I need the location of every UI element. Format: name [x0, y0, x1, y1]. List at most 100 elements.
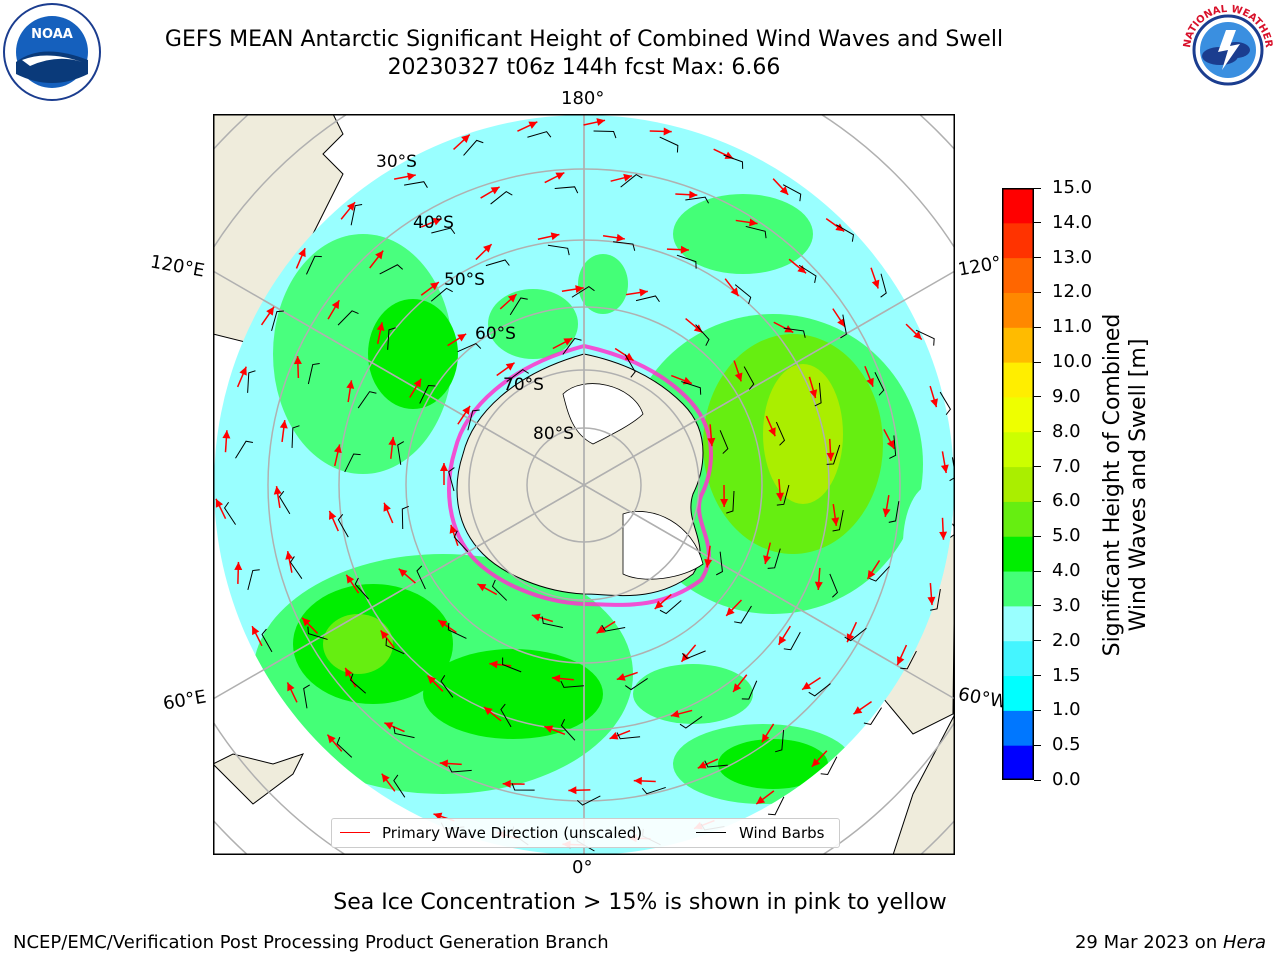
- chart-title: GEFS MEAN Antarctic Significant Height o…: [164, 27, 1004, 52]
- wave-arrowhead: [427, 675, 436, 685]
- wind-barb: [723, 154, 744, 169]
- wave-arrowhead: [544, 725, 554, 734]
- wave-arrowhead: [734, 372, 743, 382]
- wind-barb: [783, 327, 806, 338]
- wave-arrowhead: [882, 508, 891, 517]
- wind-barb: [337, 310, 359, 326]
- colorbar-tick-mark: [1034, 396, 1041, 398]
- wind-barb: [247, 370, 256, 393]
- wind-barb: [743, 366, 755, 390]
- colorbar-tick-mark: [1034, 605, 1041, 607]
- wave-arrowhead: [483, 707, 493, 716]
- wind-barb: [385, 638, 405, 655]
- wave-arrowhead: [279, 420, 288, 429]
- wind-barb: [949, 457, 955, 482]
- wave-arrowhead: [596, 118, 606, 126]
- colorbar-tick-label: 11.0: [1052, 316, 1093, 338]
- wind-barb: [404, 181, 428, 188]
- wave-arrowhead: [939, 531, 948, 540]
- colorbar-tick-mark: [1034, 640, 1041, 642]
- colorbar-title: Significant Height of Combined Wind Wave…: [1100, 314, 1152, 657]
- wave-arrowhead: [831, 517, 840, 526]
- wind-barb: [900, 650, 917, 670]
- wave-arrowhead: [550, 232, 560, 241]
- wind-barb: [387, 327, 396, 350]
- wave-arrowhead: [346, 574, 355, 584]
- wave-arrowhead: [346, 380, 355, 389]
- wind-barb: [814, 382, 822, 407]
- wave-arrowhead: [720, 498, 729, 507]
- colorbar-tick-label: 1.0: [1052, 699, 1081, 721]
- wind-barb: [641, 786, 666, 795]
- wave-arrowhead: [663, 127, 672, 136]
- wind-barb: [350, 673, 367, 694]
- wave-arrowhead: [726, 607, 735, 616]
- wave-arrowhead: [483, 244, 492, 253]
- wave-arrowhead: [413, 378, 422, 388]
- wind-barb: [820, 756, 838, 776]
- wave-arrowhead: [826, 452, 835, 461]
- wind-barb: [767, 548, 781, 569]
- wind-barb: [467, 409, 480, 431]
- wind-barb: [726, 490, 735, 514]
- colorbar-tick-mark: [1034, 257, 1041, 259]
- wind-barb: [500, 703, 512, 728]
- wave-arrowhead: [707, 437, 716, 447]
- wind-barb: [685, 196, 710, 204]
- wind-barb: [344, 453, 361, 473]
- colorbar-segment: [1002, 188, 1034, 224]
- wind-barb: [829, 573, 839, 598]
- colorbar-tick-label: 6.0: [1052, 490, 1081, 512]
- wave-arrowhead: [461, 134, 470, 143]
- wind-barb: [888, 501, 900, 523]
- footer-host: Hera: [1222, 932, 1266, 953]
- colorbar-title-line2: Wind Waves and Swell [m]: [1126, 338, 1151, 632]
- wind-barb: [695, 324, 710, 346]
- wind-barb: [554, 186, 579, 194]
- wave-arrowhead: [331, 300, 340, 310]
- colorbar-tick-label: 4.0: [1052, 560, 1081, 582]
- wind-barb: [775, 421, 786, 446]
- wave-arrowhead: [913, 331, 922, 340]
- colorbar-tick-mark: [1034, 222, 1041, 224]
- wind-barb: [547, 244, 570, 256]
- wind-barb: [576, 795, 601, 806]
- wind-barb: [336, 736, 353, 758]
- wave-arrowhead: [886, 439, 895, 449]
- nws-logo: NATIONAL WEATHER SERVICE: [1174, 0, 1278, 100]
- colorbar-tick-mark: [1034, 744, 1041, 746]
- wave-arrowhead: [477, 583, 487, 592]
- wind-barb: [393, 774, 406, 798]
- wind-barb: [350, 204, 363, 226]
- wave-arrowhead: [654, 600, 664, 609]
- wave-arrowhead: [853, 706, 863, 715]
- lat-label-50s: 50°S: [444, 270, 485, 290]
- africa-land: [213, 753, 304, 805]
- wind-barb: [490, 190, 513, 205]
- wave-arrowhead: [273, 486, 282, 495]
- wind-barb: [625, 678, 648, 691]
- footer-branch: NCEP/EMC/Verification Post Processing Pr…: [13, 932, 609, 953]
- colorbar-tick-label: 14.0: [1052, 211, 1093, 233]
- wave-arrowhead: [761, 733, 770, 743]
- wave-arrowhead: [749, 218, 758, 227]
- wave-arrowhead: [380, 630, 389, 640]
- lon-label-right-upper: 120°: [956, 252, 1003, 281]
- lat-label-40s: 40°S: [413, 213, 454, 233]
- wind-barb: [601, 624, 626, 632]
- wind-barb: [416, 565, 426, 590]
- wind-barb: [303, 684, 310, 709]
- wind-barb: [745, 225, 767, 239]
- wind-barb: [734, 284, 752, 305]
- colorbar-tick-mark: [1034, 291, 1041, 293]
- wave-arrowhead: [797, 265, 807, 274]
- wave-arrowhead: [462, 405, 471, 415]
- wind-barb: [560, 718, 576, 741]
- wind-barb: [734, 605, 752, 624]
- wave-arrowhead: [555, 172, 565, 180]
- wind-barb: [337, 513, 349, 538]
- colorbar-segment: [1002, 640, 1034, 677]
- wave-arrowhead: [704, 559, 713, 568]
- wind-barb: [271, 310, 284, 332]
- wind-barb: [306, 255, 322, 275]
